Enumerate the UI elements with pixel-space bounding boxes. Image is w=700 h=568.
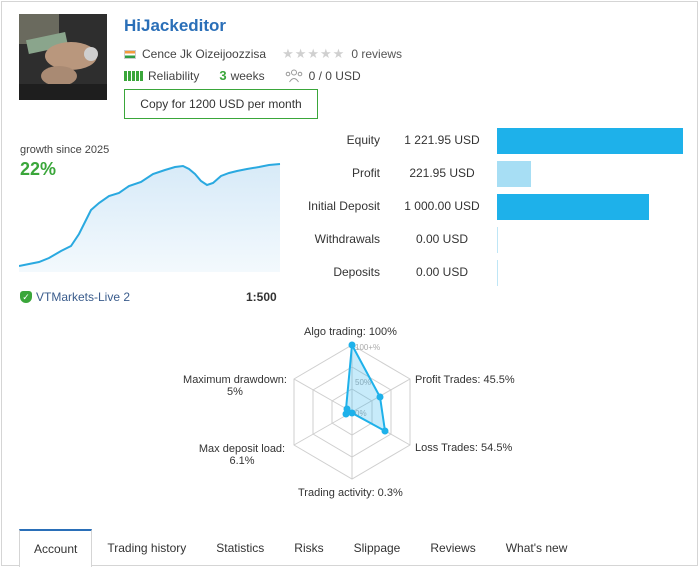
radar-label-drawdown: Maximum drawdown: 5% [180,374,290,398]
stat-bar [497,194,650,220]
verified-shield-icon: ✓ [20,291,32,303]
growth-line [19,163,281,267]
stat-value: 1 000.00 USD [404,199,480,213]
radar-grid [293,344,411,480]
age-value: 3 [219,68,227,83]
server-info[interactable]: ✓ VTMarkets-Live 2 [20,290,130,304]
reviews-link[interactable]: 0 reviews [351,47,403,61]
radar-chart[interactable]: 100+% 50% 0% [287,337,417,497]
server-name[interactable]: VTMarkets-Live 2 [36,290,131,304]
reliability-row: Reliability 3 weeks 0 / 0 USD [124,68,361,83]
tab-reviews[interactable]: Reviews [430,541,476,555]
radar-scale-50: 50% [355,378,371,387]
reliability-label: Reliability [148,68,200,83]
stat-label: Deposits [333,265,380,279]
radar-label-trading-activity: Trading activity: 0.3% [298,487,403,499]
stat-value: 221.95 USD [409,166,475,180]
tab-risks[interactable]: Risks [294,541,324,555]
stat-label: Withdrawals [314,232,380,246]
author-name[interactable]: Cence Jk Oizeijoozzisa [142,47,267,61]
radar-scale-0: 0% [355,409,367,418]
radar-value-shape [343,341,387,433]
radar-point-loss [381,427,389,435]
stat-bar [497,227,498,253]
radar-label-profit-trades: Profit Trades: 45.5% [415,374,515,386]
tab-statistics[interactable]: Statistics [216,541,265,555]
stat-bar [497,260,498,286]
subscribers-icon [285,69,303,83]
drawdown-value: 5% [227,386,243,398]
stat-label: Initial Deposit [307,199,380,213]
radar-point-profit [376,393,384,401]
tab-account[interactable]: Account [19,529,93,567]
deposit-load-value: 6.1% [229,455,255,467]
radar-point-algo [348,341,356,349]
stat-row-withdrawals: Withdrawals 0.00 USD [292,227,692,253]
stat-row-initial-deposit: Initial Deposit 1 000.00 USD [292,194,692,220]
growth-label: growth since 2025 [20,144,110,156]
stat-value: 0.00 USD [415,265,469,279]
radar-label-loss-trades: Loss Trades: 54.5% [415,442,513,454]
radar-point-drawdown [343,405,351,413]
avatar[interactable] [19,14,107,100]
stat-label: Profit [351,166,380,180]
subscribers-value: 0 / 0 USD [308,68,361,83]
drawdown-label: Maximum drawdown: [183,374,287,386]
stat-value: 1 221.95 USD [404,133,480,147]
leverage-value: 1:500 [246,290,277,304]
tab-what-s-new[interactable]: What's new [505,541,568,555]
radar-label-algo: Algo trading: 100% [304,326,397,338]
stat-value: 0.00 USD [415,232,469,246]
deposit-load-label: Max deposit load: [198,443,286,455]
growth-value: 22% [20,159,57,179]
flag-icon [124,49,136,59]
copy-subscribe-button[interactable]: Copy for 1200 USD per month [124,89,318,119]
age-unit: weeks [230,68,265,83]
radar-scale-100: 100+% [355,343,380,352]
tab-slippage[interactable]: Slippage [353,541,401,555]
growth-chart[interactable] [19,162,281,272]
author-row: Cence Jk Oizeijoozzisa ★★★★★ 0 reviews [124,46,402,62]
reliability-bars-icon [124,70,143,81]
stat-row-profit: Profit 221.95 USD [292,161,692,187]
radar-point-activity [348,409,356,417]
tab-trading-history[interactable]: Trading history [107,541,187,555]
stat-bar [497,128,683,154]
stat-bar [497,161,531,187]
stat-row-deposits: Deposits 0.00 USD [292,260,692,286]
rating-stars-icon: ★★★★★ [282,46,346,61]
radar-label-deposit-load: Max deposit load: 6.1% [192,443,292,467]
stat-row-equity: Equity 1 221.95 USD [292,128,692,154]
tab-bar: Account Trading history Statistics Risks Sli… [19,529,582,567]
stat-label: Equity [346,133,380,147]
radar-points [342,341,389,435]
signal-title[interactable]: HiJackeditor [124,16,227,35]
growth-area [19,164,280,272]
